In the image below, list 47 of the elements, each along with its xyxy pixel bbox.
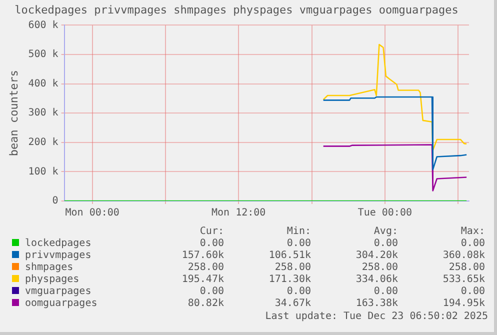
text: 163.38k <box>354 298 398 310</box>
text: 0.00 <box>198 286 224 298</box>
y-tick-label: 200 k <box>28 136 58 148</box>
y-tick-label: 100 k <box>28 166 58 178</box>
text: 258.00 <box>186 262 224 274</box>
legend-label: oomguarpages <box>24 298 98 310</box>
text: 0.00 <box>372 286 398 298</box>
text: 258.00 <box>448 262 485 274</box>
text: 258.00 <box>360 262 398 274</box>
y-tick-label: 600 k <box>28 20 58 31</box>
y-tick-label: 300 k <box>28 108 58 119</box>
text: 171.30k <box>268 274 311 286</box>
chart-title: lockedpages privvmpages shmpages physpages vmguarpages oomguarpages <box>14 3 458 16</box>
text: 0.00 <box>286 286 311 298</box>
text: 195.47k <box>180 274 224 286</box>
legend-label: vmguarpages <box>24 286 92 298</box>
legend-label: shmpages <box>24 262 74 274</box>
x-tick-label: Mon 12:00 <box>212 208 266 219</box>
y-tick-label: 400 k <box>28 78 58 90</box>
text: 0.00 <box>286 238 311 250</box>
x-tick-label: Tue 00:00 <box>358 208 412 219</box>
legend-label: privvmpages <box>24 250 92 262</box>
text: Avg: <box>372 226 398 238</box>
text: 0.00 <box>460 238 485 250</box>
text: 157.60k <box>180 250 224 262</box>
text: 360.08k <box>442 250 485 262</box>
legend-label: physpages <box>24 274 80 286</box>
text: Max: <box>460 226 485 238</box>
text: 0.00 <box>372 238 398 250</box>
text: Min: <box>286 226 311 238</box>
y-tick-label: 500 k <box>28 49 58 60</box>
text: 194.95k <box>442 298 485 310</box>
legend-label: lockedpages <box>24 238 92 250</box>
text: Cur: <box>198 226 224 238</box>
y-tick-label: 0 <box>52 196 58 207</box>
x-tick-label: Mon 00:00 <box>65 208 120 219</box>
y-axis-title: bean counters <box>7 70 20 156</box>
text: 0.00 <box>460 286 485 298</box>
text: 106.51k <box>268 250 311 262</box>
text: 304.20k <box>354 250 398 262</box>
text: 34.67k <box>274 298 311 310</box>
text: 533.65k <box>442 274 485 286</box>
text: 334.06k <box>354 274 398 286</box>
text: Last update: Tue Dec 23 06:50:02 2025 <box>264 311 488 322</box>
text: 0.00 <box>198 238 224 250</box>
text: 258.00 <box>274 262 311 274</box>
text: 80.82k <box>186 298 224 310</box>
